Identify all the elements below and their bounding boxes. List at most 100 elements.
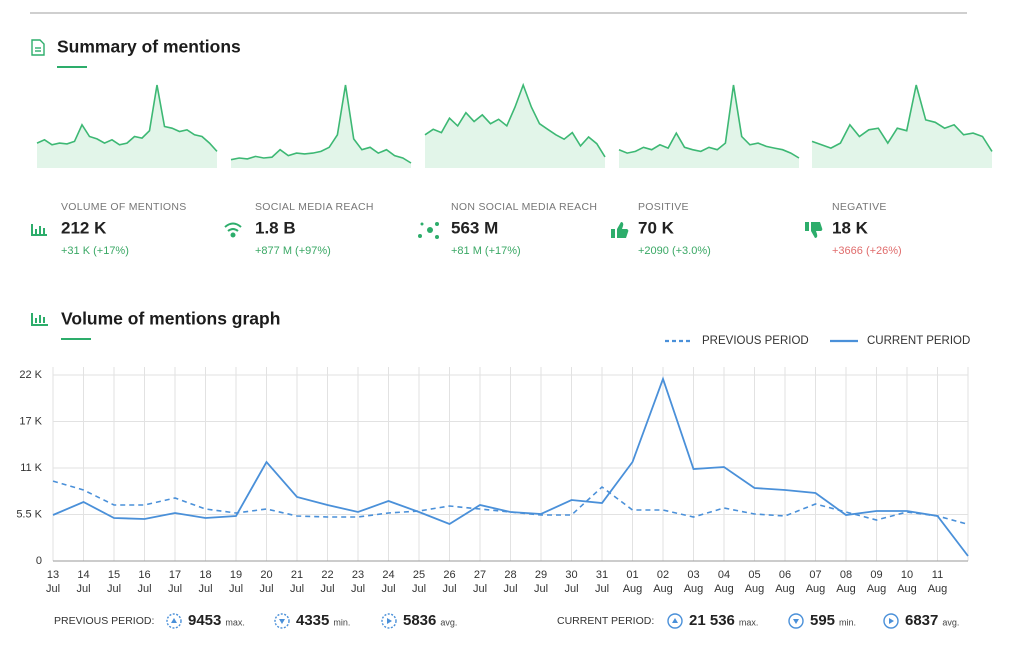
x-tick-month: Aug (867, 583, 887, 595)
stat-unit: min. (333, 617, 350, 627)
x-tick-month: Jul (442, 583, 456, 595)
metric-value: 70 K (638, 218, 675, 237)
y-tick-label: 11 K (20, 462, 42, 474)
metric-change: +2090 (+3.0%) (638, 245, 711, 257)
x-tick-day: 31 (596, 569, 608, 581)
x-tick-month: Aug (806, 583, 826, 595)
stat-value: 9453 (188, 612, 221, 629)
x-tick-month: Jul (229, 583, 243, 595)
summary-cards: VOLUME OF MENTIONS 212 K +31 K (+17%) SOCIA… (36, 82, 993, 257)
x-tick-month: Jul (381, 583, 395, 595)
x-tick-month: Jul (76, 583, 90, 595)
stat-unit: avg. (440, 617, 457, 627)
metric-label: NEGATIVE (832, 201, 887, 213)
stat-value: 595 (810, 612, 835, 629)
period-stats: PREVIOUS PERIOD: 9453 max. 4335 min. 5836 avg.… (54, 612, 959, 629)
network-icon (418, 222, 439, 239)
x-tick-month: Aug (684, 583, 704, 595)
sparkline (36, 84, 218, 152)
thumb-down-icon (805, 222, 823, 238)
metric-change: +877 M (+97%) (255, 245, 331, 257)
sparkline (811, 84, 993, 152)
x-tick-day: 08 (840, 569, 852, 581)
sparkline-area (619, 85, 799, 168)
x-tick-month: Aug (775, 583, 795, 595)
x-tick-month: Jul (595, 583, 609, 595)
x-tick-day: 19 (230, 569, 242, 581)
x-tick-month: Jul (290, 583, 304, 595)
stat-arrow (279, 619, 285, 624)
x-tick-day: 01 (626, 569, 638, 581)
stat-arrow (889, 618, 894, 624)
x-tick-day: 11 (932, 569, 943, 581)
x-tick-month: Aug (836, 583, 856, 595)
stat-unit: min. (839, 617, 856, 627)
x-tick-day: 15 (108, 569, 120, 581)
x-tick-day: 17 (169, 569, 181, 581)
y-tick-label: 0 (36, 555, 42, 567)
x-tick-day: 30 (565, 569, 577, 581)
x-tick-month: Aug (623, 583, 643, 595)
sparkline (618, 84, 800, 159)
metric-label: POSITIVE (638, 201, 689, 213)
stat-value: 4335 (296, 612, 329, 629)
x-tick-day: 20 (260, 569, 272, 581)
metric-value: 563 M (451, 218, 498, 237)
x-tick-month: Jul (168, 583, 182, 595)
x-tick-month: Aug (653, 583, 673, 595)
metric-label: VOLUME OF MENTIONS (61, 201, 187, 213)
stat-unit: avg. (942, 617, 959, 627)
x-tick-month: Jul (46, 583, 60, 595)
legend-label: PREVIOUS PERIOD (702, 335, 809, 347)
card-icons (31, 222, 823, 239)
x-tick-day: 22 (321, 569, 333, 581)
x-tick-month: Jul (412, 583, 426, 595)
x-tick-month: Aug (745, 583, 765, 595)
x-tick-day: 25 (413, 569, 425, 581)
x-tick-day: 02 (657, 569, 669, 581)
wifi-icon (224, 222, 242, 238)
x-tick-day: 24 (382, 569, 394, 581)
x-tick-day: 26 (443, 569, 455, 581)
stat-value: 21 536 (689, 612, 735, 629)
sparkline-area (231, 85, 411, 168)
x-tick-month: Jul (473, 583, 487, 595)
thumb-up-icon (611, 222, 629, 238)
metric-change: +81 M (+17%) (451, 245, 521, 257)
stat-icon (788, 613, 804, 629)
metric-change: +31 K (+17%) (61, 245, 129, 257)
x-tick-month: Jul (259, 583, 273, 595)
x-tick-month: Jul (351, 583, 365, 595)
stat-arrow (171, 618, 177, 623)
x-tick-day: 27 (474, 569, 486, 581)
x-tick-month: Jul (564, 583, 578, 595)
series-line (52, 376, 969, 557)
x-tick-month: Jul (107, 583, 121, 595)
stat-arrow (672, 618, 678, 623)
x-tick-day: 28 (504, 569, 516, 581)
x-tick-day: 10 (901, 569, 913, 581)
bars-icon (31, 224, 47, 236)
x-tick-month: Jul (320, 583, 334, 595)
stat-unit: max. (225, 617, 245, 627)
x-tick-month: Jul (534, 583, 548, 595)
sparkline (424, 82, 606, 158)
x-tick-month: Aug (928, 583, 948, 595)
x-tick-day: 06 (779, 569, 791, 581)
x-tick-day: 03 (687, 569, 699, 581)
metric-value: 18 K (832, 218, 869, 237)
y-tick-label: 5.5 K (16, 508, 42, 520)
x-tick-month: Jul (198, 583, 212, 595)
doc-icon (31, 39, 45, 56)
line-chart: 13 Jul 14 Jul 15 Jul 16 Jul 17 Jul 18 Jul 19 Jul 20 Jul… (16, 335, 970, 595)
period-label: PREVIOUS PERIOD: (54, 615, 154, 627)
metric-value: 1.8 B (255, 218, 296, 237)
x-tick-day: 04 (718, 569, 730, 581)
sparkline (230, 84, 412, 164)
sparkline-area (425, 85, 605, 168)
graph-icon (31, 313, 48, 326)
x-tick-month: Aug (897, 583, 917, 595)
legend-label: CURRENT PERIOD (867, 335, 970, 347)
sparkline-area (37, 85, 217, 168)
